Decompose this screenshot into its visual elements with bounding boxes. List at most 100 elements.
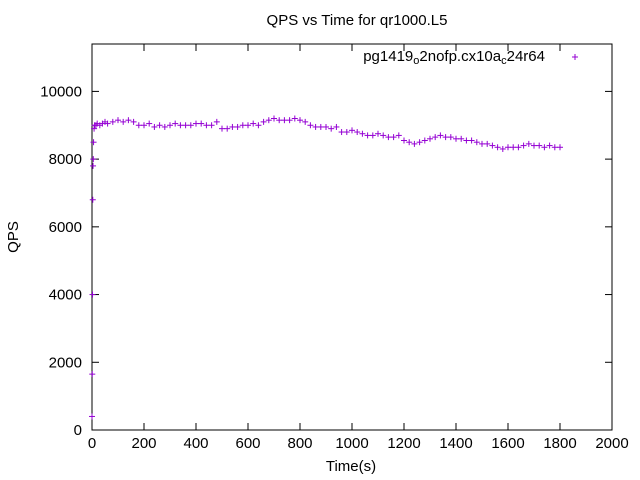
data-point <box>157 122 163 128</box>
data-point <box>131 119 137 125</box>
data-point <box>396 132 402 138</box>
data-point <box>328 126 334 132</box>
data-point <box>89 413 95 419</box>
data-point <box>110 119 116 125</box>
data-point <box>380 132 386 138</box>
data-point <box>177 122 183 128</box>
data-point <box>219 126 225 132</box>
data-point <box>479 141 485 147</box>
data-point <box>427 136 433 142</box>
data-point <box>536 143 542 149</box>
data-point <box>276 117 282 123</box>
data-point <box>151 124 157 130</box>
data-point <box>307 122 313 128</box>
legend-label: pg1419o2nofp.cx10ac24r64 <box>363 48 545 67</box>
data-point <box>463 138 469 144</box>
data-point <box>432 134 438 140</box>
x-tick-label: 1600 <box>491 435 524 452</box>
x-tick-label: 1000 <box>335 435 368 452</box>
data-point <box>172 121 178 127</box>
y-tick-label: 4000 <box>49 287 82 304</box>
data-point <box>302 119 308 125</box>
data-point <box>229 124 235 130</box>
data-point <box>281 117 287 123</box>
data-point <box>406 139 412 145</box>
data-point <box>552 144 558 150</box>
y-tick-label: 10000 <box>40 83 82 100</box>
data-points <box>89 115 563 419</box>
data-point <box>385 134 391 140</box>
data-point <box>292 115 298 121</box>
x-tick-label: 2000 <box>595 435 628 452</box>
data-point <box>469 138 475 144</box>
data-point <box>250 121 256 127</box>
data-point <box>339 129 345 135</box>
data-point <box>505 144 511 150</box>
x-tick-label: 1800 <box>543 435 576 452</box>
legend-marker-symbol <box>572 54 578 60</box>
data-point <box>198 121 204 127</box>
y-tick-label: 8000 <box>49 151 82 168</box>
data-point <box>495 144 501 150</box>
x-tick-label: 0 <box>88 435 96 452</box>
data-point <box>500 146 506 152</box>
data-point <box>484 141 490 147</box>
data-point <box>526 141 532 147</box>
x-axis: 0 200 400 600 800 1000 1200 1400 1600 1800 2000 <box>88 44 629 452</box>
data-point <box>333 124 339 130</box>
data-point <box>453 136 459 142</box>
data-point <box>411 141 417 147</box>
data-point <box>90 156 96 162</box>
x-tick-label: 600 <box>235 435 260 452</box>
data-point <box>557 144 563 150</box>
data-point <box>474 139 480 145</box>
data-point <box>359 131 365 137</box>
data-point <box>91 139 97 145</box>
y-tick-label: 6000 <box>49 219 82 236</box>
data-point <box>90 197 96 203</box>
data-point <box>313 124 319 130</box>
data-point <box>541 144 547 150</box>
plot-frame <box>92 44 612 430</box>
data-point <box>437 132 443 138</box>
data-point <box>209 122 215 128</box>
data-point <box>489 143 495 149</box>
data-point <box>115 117 121 123</box>
data-point <box>318 124 324 130</box>
data-point <box>271 115 277 121</box>
data-point <box>188 122 194 128</box>
data-point <box>224 126 230 132</box>
data-point <box>521 143 527 149</box>
data-point <box>370 132 376 138</box>
data-point <box>141 122 147 128</box>
x-tick-label: 1200 <box>387 435 420 452</box>
data-point <box>193 121 199 127</box>
data-point <box>354 129 360 135</box>
data-point <box>547 143 553 149</box>
data-point <box>443 134 449 140</box>
data-point <box>125 117 131 123</box>
data-point <box>255 122 261 128</box>
y-tick-label: 2000 <box>49 354 82 371</box>
legend-marker <box>572 54 578 60</box>
x-tick-label: 800 <box>287 435 312 452</box>
data-point <box>391 134 397 140</box>
data-point <box>422 138 428 144</box>
data-point <box>510 144 516 150</box>
data-point <box>287 117 293 123</box>
data-point <box>458 136 464 142</box>
data-point <box>235 124 241 130</box>
data-point <box>183 122 189 128</box>
data-point <box>203 122 209 128</box>
data-point <box>349 127 355 133</box>
data-point <box>240 122 246 128</box>
chart-title: QPS vs Time for qr1000.L5 <box>267 12 448 29</box>
data-point <box>162 124 168 130</box>
y-axis: 0 2000 4000 6000 8000 10000 <box>40 83 612 439</box>
data-point <box>531 143 537 149</box>
data-point <box>167 122 173 128</box>
data-point <box>90 292 96 298</box>
data-point <box>344 129 350 135</box>
x-axis-label: Time(s) <box>326 458 376 475</box>
